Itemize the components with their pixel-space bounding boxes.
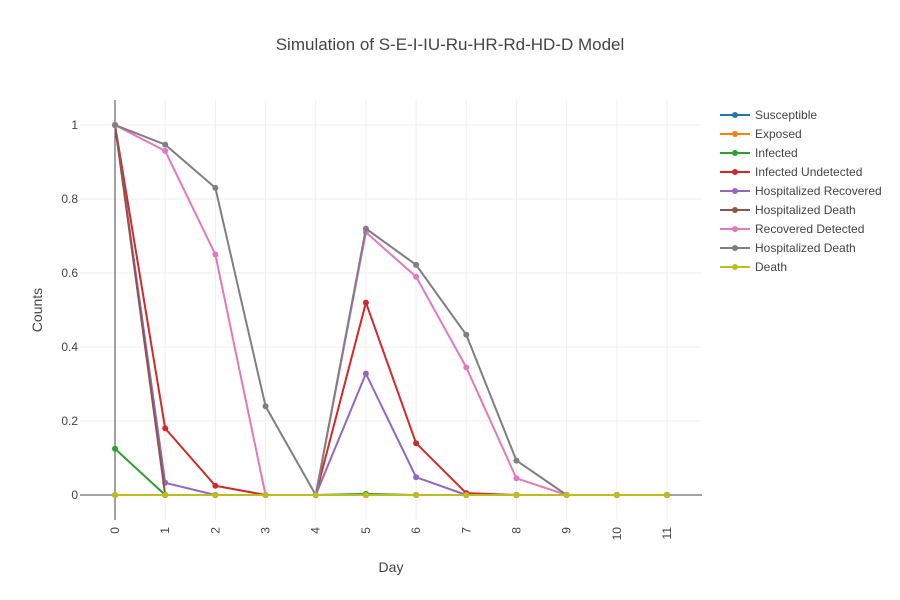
- data-point: [162, 425, 169, 432]
- data-point: [413, 474, 420, 481]
- data-point: [664, 492, 670, 498]
- x-tick-label: 3: [259, 527, 273, 534]
- x-tick-label: 10: [610, 527, 624, 541]
- data-point: [513, 457, 520, 464]
- data-point: [312, 492, 319, 498]
- chart-title: Simulation of S-E-I-IU-Ru-HR-Rd-HD-D Mod…: [276, 35, 625, 54]
- legend-item[interactable]: Infected: [720, 146, 798, 160]
- legend-label: Hospitalized Recovered: [755, 184, 882, 198]
- data-point: [162, 147, 169, 154]
- axis-layer: 00.20.40.60.810 1 2 3 4 5 6 7 8 9 10 11: [61, 100, 702, 540]
- y-axis-title: Counts: [29, 288, 45, 332]
- y-tick-label: 0.6: [61, 266, 78, 280]
- x-tick-label: 2: [208, 527, 222, 534]
- data-point: [162, 141, 169, 148]
- y-tick-label: 1: [71, 118, 78, 132]
- legend-label: Death: [755, 260, 787, 274]
- series-9: [112, 492, 670, 498]
- data-point: [362, 492, 369, 498]
- legend-label: Susceptible: [755, 108, 817, 122]
- legend-item[interactable]: Recovered Detected: [720, 222, 864, 236]
- legend-item[interactable]: Hospitalized Recovered: [720, 184, 882, 198]
- legend-swatch-marker: [732, 245, 738, 251]
- data-point: [413, 440, 420, 447]
- legend-swatch-marker: [732, 150, 738, 156]
- legend-item[interactable]: Hospitalized Death: [720, 203, 856, 217]
- y-tick-label: 0.8: [61, 192, 78, 206]
- x-tick-label: 7: [459, 527, 473, 534]
- legend-label: Hospitalized Death: [755, 241, 856, 255]
- legend-item[interactable]: Death: [720, 260, 787, 274]
- data-point: [212, 184, 219, 191]
- data-point: [112, 122, 118, 128]
- x-axis-title: Day: [379, 559, 404, 575]
- legend-item[interactable]: Susceptible: [720, 108, 817, 122]
- data-point: [513, 475, 520, 482]
- legend-label: Infected: [755, 146, 798, 160]
- legend-label: Hospitalized Death: [755, 203, 856, 217]
- data-point: [212, 482, 219, 489]
- legend-swatch-marker: [732, 207, 738, 213]
- y-tick-label: 0.4: [61, 340, 78, 354]
- data-point: [362, 225, 369, 232]
- data-point: [212, 492, 219, 498]
- data-point: [513, 492, 520, 498]
- x-tick-label: 11: [660, 527, 674, 540]
- data-point: [463, 364, 470, 371]
- data-point: [563, 492, 570, 498]
- data-point: [362, 370, 369, 377]
- data-point: [463, 492, 470, 498]
- legend-item[interactable]: Exposed: [720, 127, 802, 141]
- legend-swatch-marker: [732, 226, 738, 232]
- legend-item[interactable]: Infected Undetected: [720, 165, 862, 179]
- data-point: [413, 492, 420, 498]
- data-point: [162, 492, 169, 498]
- data-point: [112, 492, 118, 498]
- data-point: [262, 492, 269, 498]
- legend-label: Infected Undetected: [755, 165, 862, 179]
- y-tick-label: 0.2: [61, 414, 78, 428]
- data-point: [212, 251, 219, 258]
- legend-swatch-marker: [732, 169, 738, 175]
- legend-swatch-marker: [732, 264, 738, 270]
- legend-swatch-marker: [732, 112, 738, 118]
- x-tick-label: 9: [560, 527, 574, 534]
- legend-label: Recovered Detected: [755, 222, 864, 236]
- data-point: [362, 299, 369, 306]
- x-tick-label: 6: [409, 527, 423, 534]
- data-point: [112, 445, 118, 452]
- data-point: [413, 273, 420, 280]
- x-tick-label: 0: [108, 527, 122, 534]
- x-tick-label: 5: [359, 527, 373, 534]
- y-tick-label: 0: [71, 488, 78, 502]
- legend-item[interactable]: Hospitalized Death: [720, 241, 856, 255]
- x-tick-label: 8: [509, 527, 523, 534]
- legend-label: Exposed: [755, 127, 802, 141]
- legend-swatch-marker: [732, 188, 738, 194]
- data-point: [613, 492, 620, 498]
- data-point: [262, 403, 269, 410]
- series-layer: [112, 122, 670, 498]
- legend-swatch-marker: [732, 131, 738, 137]
- x-tick-label: 1: [158, 527, 172, 534]
- x-tick-label: 4: [309, 527, 323, 534]
- data-point: [463, 331, 470, 338]
- legend[interactable]: Susceptible Exposed Infected Infected Undet…: [720, 108, 882, 274]
- data-point: [413, 261, 420, 268]
